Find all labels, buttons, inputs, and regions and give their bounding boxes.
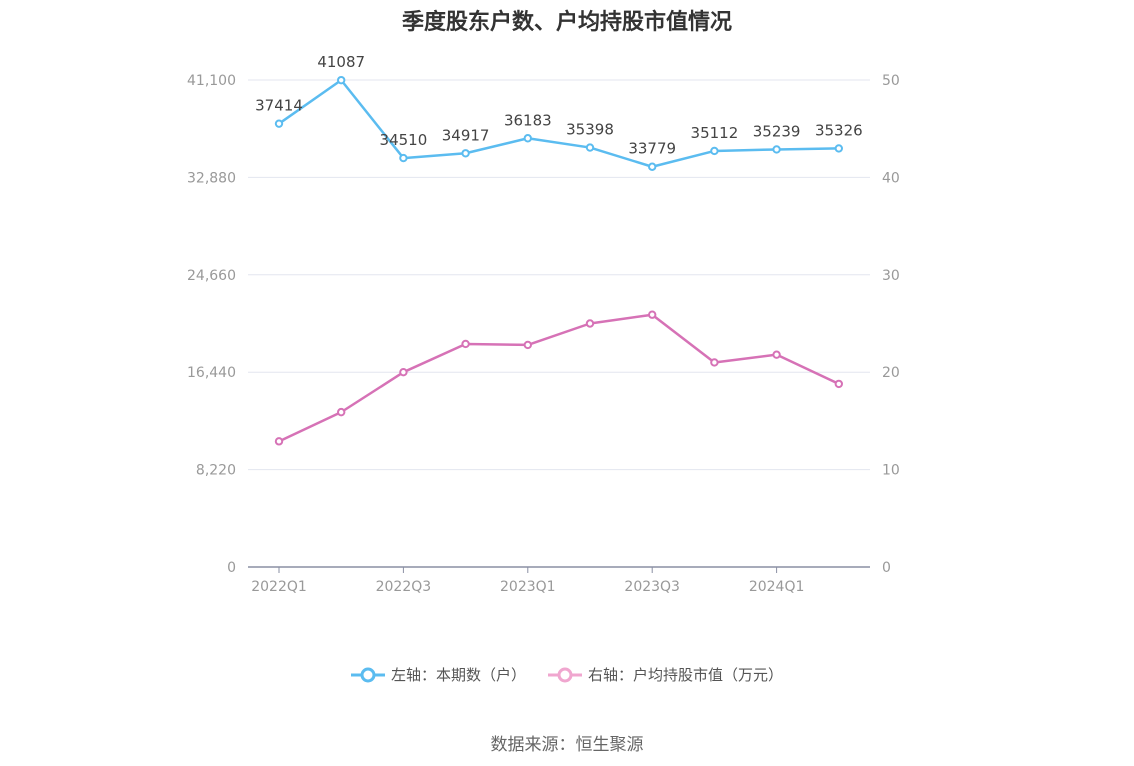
data-point-right	[772, 350, 781, 359]
data-label: 36183	[504, 111, 552, 129]
x-tick-label: 2023Q3	[624, 579, 680, 595]
data-label: 33779	[628, 140, 676, 158]
y-left-tick-label: 41,100	[187, 73, 236, 89]
legend-label-right-axis: 右轴：户均持股市值（万元）	[588, 666, 784, 684]
legend-label-left-axis: 左轴：本期数（户）	[390, 666, 526, 684]
series	[274, 75, 843, 446]
data-point-left	[710, 146, 719, 156]
legend-marker-icon	[350, 667, 385, 682]
legend-item-left-axis[interactable]: 左轴：本期数（户）	[350, 664, 526, 685]
y-right-tick-label: 10	[882, 463, 900, 479]
data-label: 37414	[255, 97, 303, 115]
data-labels: 37414 41087 34510 34917 36183 35398 33779 35112…	[255, 53, 863, 158]
series-line-right	[278, 313, 840, 443]
data-point-right	[834, 379, 843, 389]
data-point-left	[274, 119, 284, 128]
data-point-left	[648, 162, 657, 171]
data-label: 35239	[753, 122, 801, 140]
axes: 0 0 8,220 10 16,440 20 24,660 30 32,880 40 41,100 5…	[187, 73, 900, 595]
data-point-right	[399, 368, 408, 377]
y-right-tick-label: 20	[882, 365, 900, 381]
data-label: 41087	[317, 53, 365, 71]
y-right-tick-label: 30	[882, 268, 900, 284]
y-left-tick-label: 8,220	[196, 463, 236, 479]
chart-title: 季度股东户数、户均持股市值情况	[401, 10, 732, 35]
x-tick-label: 2022Q3	[376, 579, 432, 595]
y-left-tick-label: 32,880	[187, 170, 236, 186]
data-point-left	[834, 144, 843, 153]
legend: 左轴：本期数（户） 右轴：户均持股市值（万元）	[0, 664, 1134, 685]
x-tick-label: 2024Q1	[749, 579, 805, 595]
data-point-left	[585, 143, 595, 152]
data-point-right	[585, 319, 595, 328]
y-right-tick-label: 40	[882, 170, 900, 186]
grid-lines	[248, 79, 870, 471]
data-label: 35326	[815, 121, 863, 139]
data-label: 34510	[380, 131, 428, 149]
data-point-right	[648, 310, 657, 319]
series-line-left	[278, 78, 839, 168]
data-point-right	[523, 340, 532, 350]
legend-item-right-axis[interactable]: 右轴：户均持股市值（万元）	[548, 664, 783, 685]
data-point-left	[772, 145, 781, 154]
legend-marker-icon	[548, 667, 582, 682]
data-label: 34917	[442, 126, 490, 144]
data-point-left	[399, 153, 408, 163]
data-label: 35112	[691, 124, 739, 142]
source-note: 数据来源：恒生聚源	[490, 735, 644, 755]
data-point-left	[337, 75, 346, 85]
y-left-tick-label: 0	[227, 560, 236, 576]
y-right-tick-label: 50	[882, 73, 900, 89]
data-point-right	[710, 358, 719, 367]
y-right-tick-label: 0	[882, 560, 891, 576]
data-point-right	[461, 339, 470, 349]
data-point-left	[461, 149, 470, 158]
y-left-tick-label: 16,440	[187, 365, 236, 381]
data-label: 35398	[566, 121, 614, 139]
data-point-right	[337, 407, 346, 417]
data-point-left	[523, 134, 532, 143]
x-tick-label: 2023Q1	[500, 579, 556, 595]
y-left-tick-label: 24,660	[187, 268, 236, 284]
x-tick-label: 2022Q1	[251, 579, 307, 595]
data-point-right	[274, 437, 284, 446]
